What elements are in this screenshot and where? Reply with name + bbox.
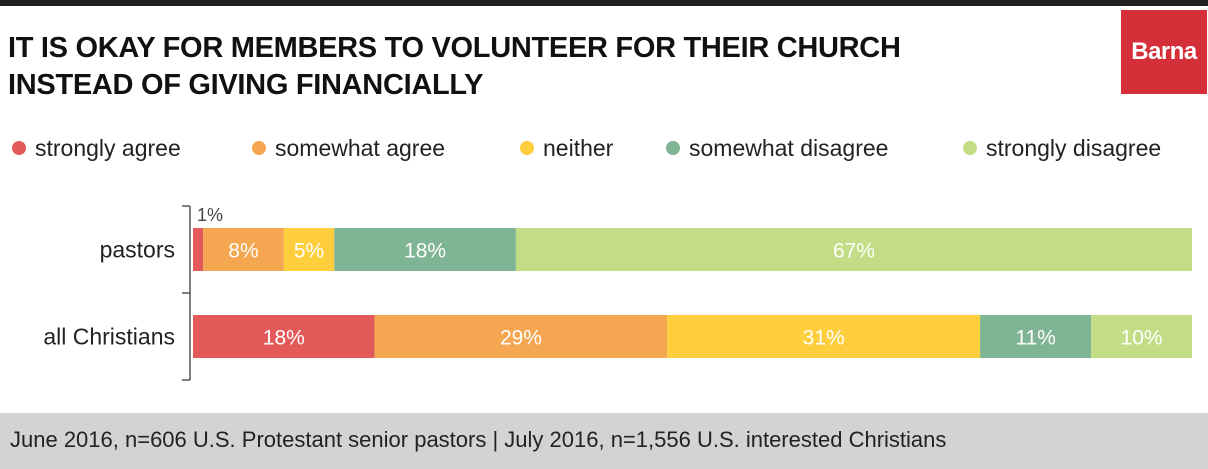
bar-segment xyxy=(193,228,204,271)
category-label: pastors xyxy=(100,237,175,263)
stacked-bar-chart: pastors 1%8% 5% 18% 67% all Christians 18% 29% 3… xyxy=(43,205,1192,381)
category-label: all Christians xyxy=(43,324,175,350)
data-label: 18% xyxy=(404,240,446,263)
data-label: 8% xyxy=(228,240,258,263)
bar-segment xyxy=(667,315,981,358)
bar-segment xyxy=(203,228,284,271)
legend-label: strongly agree xyxy=(35,134,181,161)
legend-swatch xyxy=(12,141,26,155)
barna-logo: Barna xyxy=(1121,10,1207,94)
legend-item-somewhat-agree: somewhat agree xyxy=(252,132,445,164)
bar-segment xyxy=(193,315,375,358)
data-label: 67% xyxy=(833,240,875,263)
data-label: 1% xyxy=(197,205,223,225)
legend: strongly agree somewhat agree neither so… xyxy=(0,132,1208,164)
legend-swatch xyxy=(520,141,534,155)
data-label: 10% xyxy=(1121,327,1163,350)
data-label: 5% xyxy=(294,240,324,263)
legend-swatch xyxy=(963,141,977,155)
chart-title-line-1: IT IS OKAY FOR MEMBERS TO VOLUNTEER FOR … xyxy=(8,32,901,64)
legend-item-strongly-disagree: strongly disagree xyxy=(963,132,1161,164)
data-label: 11% xyxy=(1015,327,1055,350)
bar-segment xyxy=(283,228,335,271)
legend-label: somewhat disagree xyxy=(689,134,889,161)
legend-label: strongly disagree xyxy=(986,134,1162,161)
source-note: June 2016, n=606 U.S. Protestant senior … xyxy=(10,427,947,452)
legend-item-neither: neither xyxy=(520,132,613,164)
data-label: 31% xyxy=(803,327,845,350)
legend-swatch xyxy=(666,141,680,155)
bar-segment xyxy=(980,315,1092,358)
bar-segment xyxy=(374,315,668,358)
legend-label: somewhat agree xyxy=(275,134,446,161)
bar-segment xyxy=(1091,315,1192,358)
footer: June 2016, n=606 U.S. Protestant senior … xyxy=(0,413,1208,469)
legend-label: neither xyxy=(543,134,614,161)
data-label: 18% xyxy=(263,327,305,350)
legend-item-somewhat-disagree: somewhat disagree xyxy=(666,132,888,164)
bar-segment xyxy=(515,228,1192,271)
chart-title: IT IS OKAY FOR MEMBERS TO VOLUNTEER FOR … xyxy=(8,30,901,104)
bar-segment xyxy=(334,228,516,271)
legend-swatch xyxy=(252,141,266,155)
top-rule xyxy=(0,0,1208,6)
data-label: 29% xyxy=(500,327,542,350)
chart-title-line-2: INSTEAD OF GIVING FINANCIALLY xyxy=(8,69,484,101)
legend-item-strongly-agree: strongly agree xyxy=(12,132,181,164)
